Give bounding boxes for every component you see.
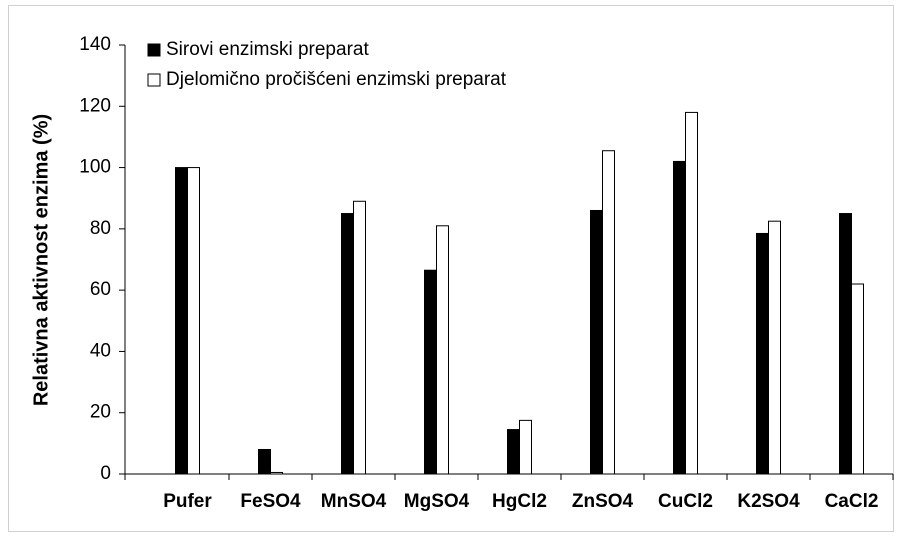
legend-label: Djelomično pročišćeni enzimski preparat: [166, 69, 507, 90]
y-tick-label: 60: [90, 279, 111, 300]
bar: [424, 269, 437, 475]
bar: [839, 213, 852, 475]
y-tick-label: 0: [100, 463, 111, 484]
bar: [436, 225, 449, 475]
bar: [756, 232, 769, 475]
y-tick-label: 120: [79, 95, 111, 116]
bar: [353, 200, 366, 475]
bar: [175, 167, 188, 475]
bar: [519, 419, 532, 475]
bar: [187, 167, 200, 475]
bar: [270, 471, 283, 475]
x-tick-label: MnSO4: [321, 491, 387, 512]
bar: [590, 209, 603, 475]
bar: [673, 160, 686, 475]
x-tick-label: HgCl2: [492, 491, 547, 512]
legend-label: Sirovi enzimski preparat: [166, 39, 369, 60]
legend-swatch: [147, 43, 161, 57]
x-tick-label: ZnSO4: [572, 491, 634, 512]
y-tick-label: 40: [90, 340, 111, 361]
bar: [341, 213, 354, 475]
bar: [851, 283, 864, 475]
y-tick-label: 100: [79, 157, 111, 178]
bar: [507, 429, 520, 475]
y-tick-label: 80: [90, 218, 111, 239]
x-tick-label: Pufer: [163, 491, 212, 512]
bar: [258, 448, 271, 475]
legend-swatch: [147, 73, 161, 87]
x-tick-label: MgSO4: [404, 491, 470, 512]
x-tick-label: CuCl2: [658, 491, 713, 512]
chart-border: [8, 5, 894, 532]
bar: [602, 150, 615, 475]
bar: [768, 220, 781, 475]
x-tick-label: CaCl2: [825, 491, 879, 512]
bar: [685, 111, 698, 475]
y-tick-label: 20: [90, 402, 111, 423]
y-tick-label: 140: [79, 34, 111, 55]
x-tick-label: K2SO4: [737, 491, 800, 512]
y-axis-title: Relativna aktivnost enzima (%): [30, 114, 52, 406]
x-tick-label: FeSO4: [240, 491, 301, 512]
